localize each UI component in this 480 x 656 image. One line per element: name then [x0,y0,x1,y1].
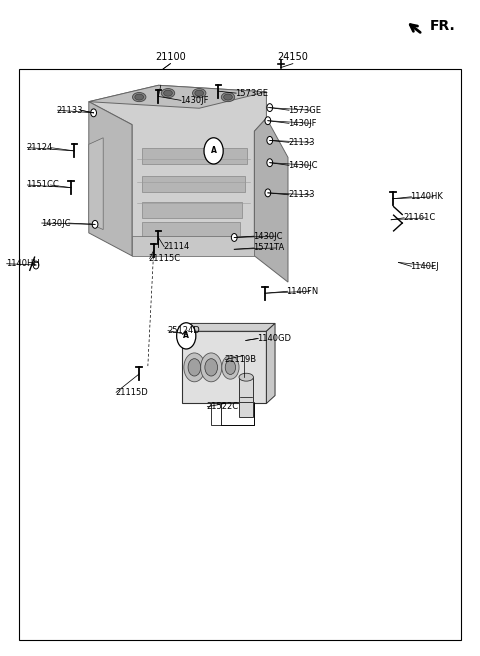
Ellipse shape [135,94,144,100]
Circle shape [222,356,239,379]
Circle shape [267,159,273,167]
Circle shape [204,138,223,164]
Text: 21115D: 21115D [115,388,148,397]
Bar [142,148,247,164]
Circle shape [92,220,98,228]
Circle shape [267,136,273,144]
Text: 1571TA: 1571TA [253,243,284,253]
Text: 21161C: 21161C [403,213,435,222]
Bar [142,222,240,237]
Polygon shape [266,323,275,403]
Ellipse shape [239,373,253,381]
Bar [182,331,266,403]
Bar [211,402,254,425]
Bar [239,377,253,417]
Text: 21522C: 21522C [206,402,239,411]
Ellipse shape [221,92,235,102]
Text: 1140EJ: 1140EJ [410,262,439,271]
Bar [19,69,461,640]
Circle shape [267,104,273,112]
Text: 1430JF: 1430JF [288,119,316,128]
Text: 21124: 21124 [26,143,53,152]
Bar [142,176,245,192]
Text: 21114: 21114 [163,242,190,251]
Text: 21119B: 21119B [225,355,257,364]
Text: 1573GE: 1573GE [235,89,268,98]
Circle shape [91,109,96,117]
Polygon shape [254,118,288,282]
Circle shape [205,359,217,376]
Text: 24150: 24150 [277,52,308,62]
Polygon shape [89,85,266,256]
Ellipse shape [224,94,232,100]
Polygon shape [89,138,103,230]
Text: 25124D: 25124D [167,326,200,335]
Text: 21133: 21133 [57,106,83,115]
Text: 1140HH: 1140HH [6,259,39,268]
Polygon shape [132,236,254,256]
Text: 1151CC: 1151CC [26,180,59,190]
Circle shape [231,234,237,241]
Text: 1140GD: 1140GD [257,334,291,343]
Text: A: A [183,331,189,340]
Text: 1140FN: 1140FN [287,287,319,296]
Ellipse shape [192,89,206,98]
Ellipse shape [161,89,175,98]
Text: FR.: FR. [430,19,456,33]
Ellipse shape [195,90,204,96]
Text: 1430JC: 1430JC [288,161,317,170]
Circle shape [265,117,271,125]
Text: 1430JC: 1430JC [253,232,282,241]
Text: 1140HK: 1140HK [410,192,443,201]
Polygon shape [89,85,266,108]
Circle shape [177,323,196,349]
Circle shape [188,359,201,376]
Text: 21100: 21100 [155,52,186,62]
Circle shape [184,353,205,382]
Text: 21133: 21133 [288,190,314,199]
Circle shape [265,189,271,197]
Circle shape [201,353,222,382]
Text: 1430JF: 1430JF [180,96,208,105]
Text: 1573GE: 1573GE [288,106,321,115]
Ellipse shape [164,90,172,96]
Text: 1430JC: 1430JC [41,218,70,228]
Ellipse shape [132,92,146,102]
Polygon shape [182,323,275,331]
Text: A: A [211,146,216,155]
Circle shape [33,261,39,269]
Text: 21133: 21133 [288,138,314,147]
Text: 21115C: 21115C [149,254,181,263]
Circle shape [225,360,236,375]
Polygon shape [89,102,132,256]
Bar [142,202,242,218]
